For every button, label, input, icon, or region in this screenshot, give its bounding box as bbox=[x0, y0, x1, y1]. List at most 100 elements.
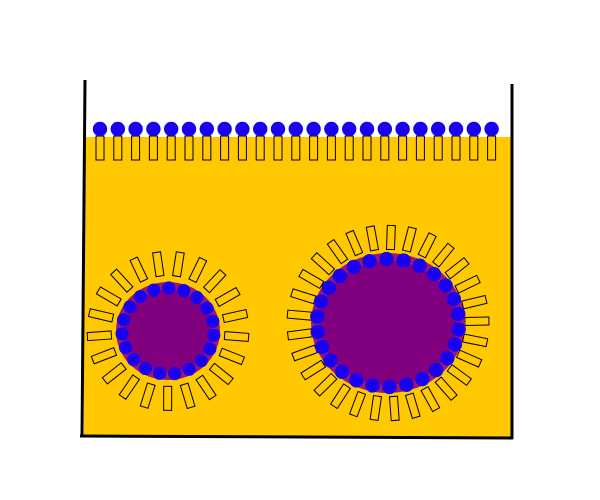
hydrophobic-tail bbox=[166, 135, 176, 161]
micelle-head bbox=[426, 267, 442, 282]
micelle-head bbox=[346, 259, 361, 275]
micelle-tail bbox=[326, 238, 349, 265]
hydrophilic-head bbox=[253, 121, 268, 137]
micelle-head bbox=[117, 313, 131, 327]
micelle-head bbox=[127, 352, 141, 367]
surfactant-molecule bbox=[164, 121, 179, 161]
micelle-head bbox=[203, 342, 217, 356]
hydrophobic-tail bbox=[184, 135, 194, 161]
large-micelle bbox=[286, 224, 490, 422]
micelle-tail bbox=[444, 256, 470, 280]
micelle-tail bbox=[348, 390, 367, 418]
micelle-head bbox=[362, 253, 377, 269]
surfactant-molecule bbox=[395, 121, 410, 161]
hydrophilic-head bbox=[128, 121, 143, 137]
micelle-head bbox=[190, 290, 204, 305]
surfactant-molecule bbox=[270, 121, 286, 161]
micelle-tail bbox=[152, 251, 165, 278]
small-micelle bbox=[86, 251, 250, 411]
micelle-head bbox=[168, 366, 182, 381]
hydrophilic-head bbox=[181, 121, 197, 137]
hydrophobic-tail bbox=[95, 135, 105, 161]
surfactant-molecule bbox=[288, 121, 303, 161]
micelle-tail bbox=[461, 333, 489, 348]
micelle-head bbox=[153, 366, 167, 380]
hydrophilic-head bbox=[92, 121, 108, 137]
micelle-head bbox=[133, 290, 147, 304]
surfactant-molecule bbox=[181, 121, 197, 161]
micelle-tail bbox=[214, 286, 241, 308]
micelle-tail bbox=[417, 232, 437, 259]
micelle-tail bbox=[118, 374, 141, 400]
micelle-head bbox=[334, 364, 350, 379]
micelle-tail bbox=[313, 372, 338, 397]
micelle-head bbox=[177, 283, 191, 298]
hydrophilic-head bbox=[146, 121, 161, 137]
micelle-tail bbox=[365, 225, 380, 252]
micelle-head bbox=[206, 314, 220, 328]
hydrophilic-head bbox=[288, 121, 303, 137]
micelle-head bbox=[379, 251, 394, 267]
micelle-tail bbox=[90, 347, 118, 365]
micelle-tail bbox=[385, 224, 396, 251]
hydrophilic-head bbox=[448, 121, 464, 137]
micelle-tail bbox=[129, 256, 149, 283]
hydrophilic-head bbox=[164, 121, 179, 137]
hydrophobic-tail bbox=[380, 135, 390, 161]
surfactant-molecule bbox=[146, 121, 161, 161]
surfactant-molecule bbox=[217, 121, 232, 161]
hydrophobic-tail bbox=[469, 135, 479, 161]
micelle-tail bbox=[329, 383, 352, 410]
micelle-head bbox=[365, 378, 380, 393]
hydrophobic-tail bbox=[220, 135, 230, 161]
micelle-tail bbox=[221, 308, 249, 324]
container-bottom bbox=[79, 434, 514, 440]
hydrophilic-head bbox=[395, 121, 410, 137]
hydrophilic-head bbox=[217, 121, 232, 137]
surfactant-molecule bbox=[431, 121, 446, 161]
micelles-group bbox=[86, 224, 490, 422]
micelle-tail bbox=[86, 330, 113, 342]
hydrophilic-head bbox=[199, 121, 214, 137]
micelle-tail bbox=[286, 309, 313, 321]
hydrophobic-tail bbox=[487, 135, 497, 161]
micelle-head bbox=[451, 306, 466, 322]
micelle-core bbox=[124, 290, 212, 372]
hydrophobic-tail bbox=[291, 135, 301, 161]
hydrophilic-head bbox=[359, 121, 375, 137]
micelle-tail bbox=[388, 395, 400, 422]
hydrophobic-tail bbox=[237, 135, 247, 161]
surfactant-molecule bbox=[324, 121, 339, 161]
hydrophobic-tail bbox=[398, 135, 408, 161]
micelle-tail bbox=[223, 331, 250, 342]
hydrophobic-tail bbox=[326, 135, 336, 161]
micelle-tail bbox=[446, 363, 473, 386]
micelle-head bbox=[396, 253, 411, 268]
hydrophilic-head bbox=[324, 121, 339, 137]
hydrophobic-tail bbox=[202, 135, 212, 161]
micelle-tail bbox=[310, 252, 336, 276]
hydrophilic-head bbox=[110, 121, 126, 137]
micelle-tail bbox=[179, 382, 196, 410]
hydrophilic-head bbox=[484, 121, 499, 137]
micelle-head bbox=[399, 377, 414, 393]
micelle-tail bbox=[110, 268, 134, 293]
surfactant-molecule bbox=[359, 121, 375, 161]
micelle-tail bbox=[401, 226, 417, 253]
micelle-head bbox=[310, 309, 325, 324]
hydrophobic-tail bbox=[451, 135, 461, 161]
hydrophobic-tail bbox=[113, 135, 123, 161]
micelle-head bbox=[447, 337, 463, 352]
micelle-tail bbox=[420, 386, 441, 413]
micelle-head bbox=[332, 268, 348, 284]
hydrophobic-tail bbox=[415, 135, 425, 161]
micelle-head bbox=[451, 322, 466, 337]
micelle-tail bbox=[404, 392, 421, 420]
micelle-tail bbox=[172, 251, 185, 278]
hydrophobic-tail bbox=[362, 135, 372, 161]
hydrophilic-head bbox=[306, 121, 321, 137]
micelle-head bbox=[118, 340, 133, 355]
micelle-tail bbox=[202, 268, 227, 294]
micelle-tail bbox=[163, 385, 173, 411]
micelle-tail bbox=[434, 376, 458, 402]
